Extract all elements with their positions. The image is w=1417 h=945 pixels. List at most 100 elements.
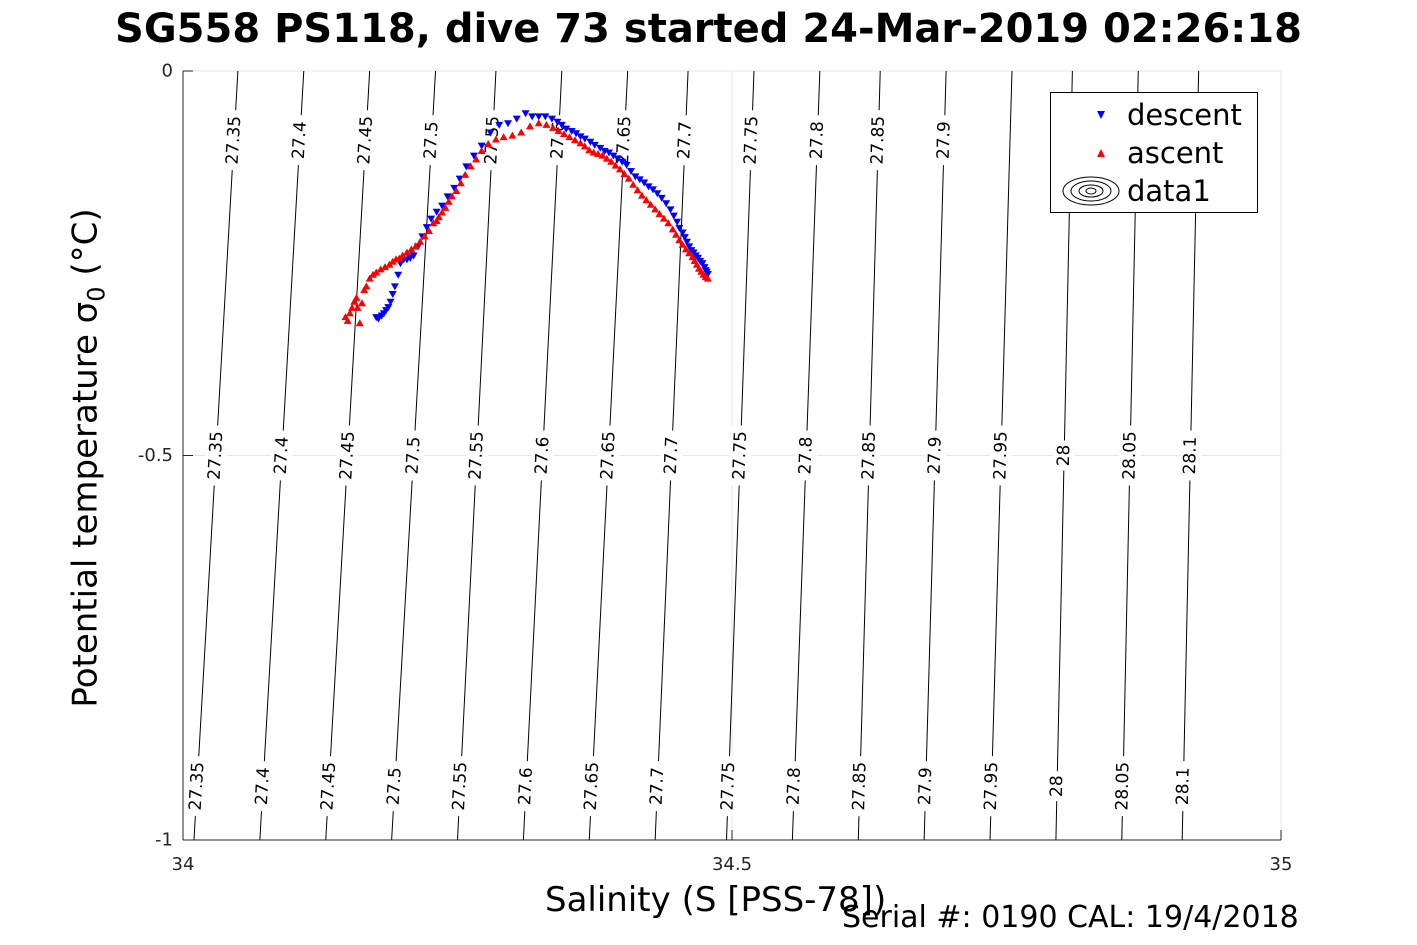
ascent-point [554, 126, 563, 134]
contour-label: 27.85 [868, 116, 889, 165]
ascent-point [549, 123, 558, 131]
contour-label-gap [913, 760, 938, 812]
contour-label-gap [847, 755, 872, 817]
descent-point [631, 173, 640, 181]
ascent-point [452, 186, 461, 194]
descent-point [443, 193, 452, 201]
ascent-point [353, 303, 362, 311]
ascent-point [360, 286, 369, 294]
descent-point [626, 167, 635, 175]
data-points [341, 110, 712, 327]
descent-point [427, 215, 436, 223]
descent-point [528, 113, 537, 121]
contour-label-gap [611, 109, 637, 171]
ascent-point [633, 186, 642, 194]
contour-label-gap [673, 114, 698, 166]
descent-point [685, 243, 694, 251]
contour-label: 27.6 [532, 436, 554, 475]
ascent-point [517, 128, 526, 136]
ascent-point [508, 131, 517, 139]
descent-point [657, 194, 666, 202]
contour-label-gap [716, 755, 741, 817]
contour-label: 27.4 [289, 121, 311, 160]
descent-point [557, 121, 566, 129]
contour-label: 27.7 [647, 767, 669, 806]
contour-icon [1062, 176, 1120, 206]
contour-label-gap [595, 424, 621, 487]
legend-label-descent: descent [1127, 98, 1242, 132]
descent-point [374, 315, 383, 323]
contour-label: 27.5 [421, 121, 443, 160]
descent-point [618, 158, 627, 166]
descent-point [534, 113, 543, 121]
x-axis-label: Salinity (S [PSS-78]) [545, 880, 887, 920]
descent-point [477, 142, 486, 150]
ascent-point [637, 191, 646, 199]
legend-item-ascent[interactable]: ascent [1051, 135, 1257, 171]
ascent-point [416, 237, 425, 245]
y-tick-label: 0 [162, 61, 173, 82]
y-axis-label-text: Potential temperature σ [65, 301, 106, 708]
contour-label: 27.85 [849, 762, 870, 811]
descent-point [609, 152, 618, 160]
descent-point [384, 304, 393, 312]
ascent-point [432, 216, 441, 224]
contour-label: 27.65 [613, 115, 635, 165]
legend[interactable]: descent ascent data1 [1050, 92, 1258, 213]
descent-point [432, 208, 441, 216]
ascent-point [420, 232, 429, 240]
contour-label-gap [979, 755, 1004, 817]
x-tick-label: 34.5 [712, 854, 752, 875]
contour-label-gap [782, 760, 807, 812]
descent-point [422, 224, 431, 232]
ascent-point [461, 170, 470, 178]
ascent-point [357, 299, 366, 307]
legend-item-data1[interactable]: data1 [1051, 173, 1257, 209]
legend-item-descent[interactable]: descent [1051, 97, 1257, 133]
contour-label: 27.75 [741, 116, 763, 165]
descent-point [635, 176, 644, 184]
ascent-point [607, 157, 616, 165]
descent-point [644, 183, 653, 191]
contour-label-gap [382, 760, 408, 812]
ascent-point [598, 151, 607, 159]
descent-point [386, 298, 395, 306]
contour-label: 27.45 [354, 115, 377, 165]
ascent-point [407, 245, 416, 253]
x-tick-label: 34 [172, 854, 195, 875]
ascent-point [525, 122, 534, 130]
ascent-point [448, 192, 457, 200]
ascent-point [484, 140, 493, 148]
ascent-point [672, 230, 681, 238]
ascent-point [565, 133, 574, 141]
descent-point [486, 129, 495, 137]
ascent-point [594, 150, 603, 158]
ascent-point [611, 161, 620, 169]
contour-label: 27.95 [981, 762, 1002, 811]
ascent-point [624, 174, 633, 182]
ascent-point [542, 120, 551, 128]
descent-point [450, 184, 459, 192]
ascent-point [646, 200, 655, 208]
ascent-point [560, 130, 569, 138]
descent-point [580, 135, 589, 143]
ascent-point [620, 170, 629, 178]
ascent-point [651, 205, 660, 213]
contour-label: 27.35 [186, 761, 209, 811]
contour-label: 27.6 [515, 767, 537, 806]
descent-point [462, 163, 471, 171]
ascent-point [438, 208, 447, 216]
contour-label: 28.05 [1112, 762, 1133, 811]
contour-label-gap [857, 425, 882, 486]
contour-label-gap [579, 755, 605, 817]
contour-label: 27.8 [795, 436, 816, 475]
ascent-point [466, 162, 475, 170]
descent-point [553, 118, 562, 126]
contour-label: 27.45 [336, 431, 359, 481]
ascent-point [376, 265, 385, 273]
descent-point [682, 238, 691, 246]
ascent-point [402, 248, 411, 256]
contour-label: 27.4 [252, 767, 274, 806]
contour-label-gap [805, 114, 830, 166]
y-tick-label: -0.5 [138, 445, 173, 466]
